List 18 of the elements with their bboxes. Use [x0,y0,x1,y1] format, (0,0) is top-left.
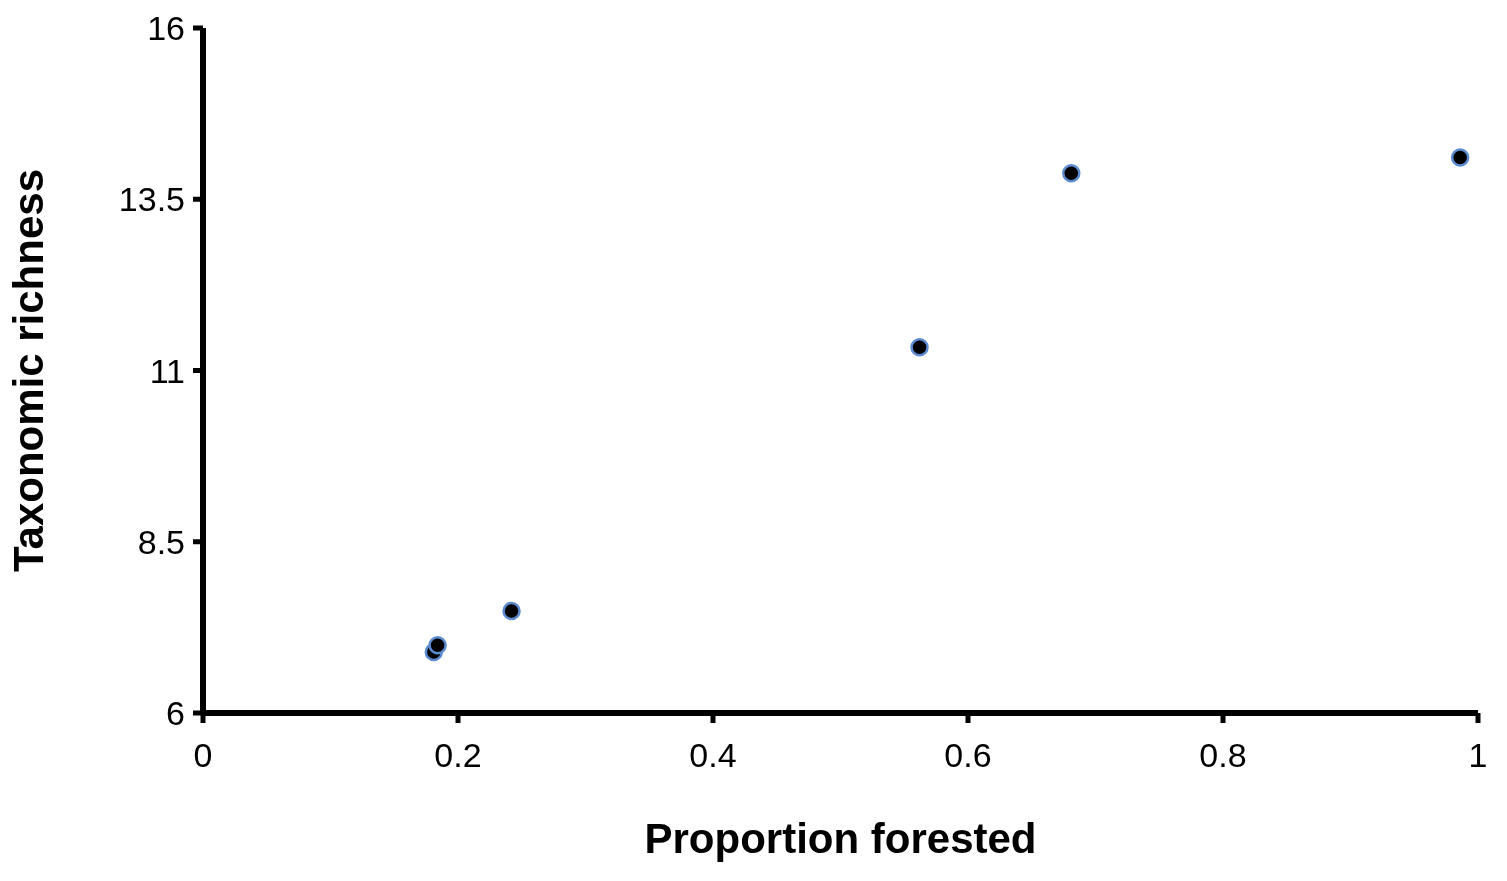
x-tick-label: 0.8 [1199,736,1247,775]
y-axis-title: Taxonomic richness [4,168,52,573]
x-tick-label: 0.2 [434,736,482,775]
point [502,601,521,621]
x-tick-label: 0.4 [689,736,737,775]
x-axis-title: Proportion forested [644,815,1037,862]
x-tick-label: 0 [193,736,213,775]
y-tick-label: 16 [147,9,185,48]
y-tick-label: 13.5 [118,180,185,219]
point [1062,163,1081,183]
y-tick-label: 11 [149,351,185,390]
x-tick-label: 0.6 [944,736,992,775]
point [1450,148,1470,167]
y-tick-label: 6 [166,694,185,733]
x-tick-label: 1 [1468,736,1488,775]
point [910,337,929,357]
point [428,635,447,655]
y-tick-label: 8.5 [137,522,185,561]
